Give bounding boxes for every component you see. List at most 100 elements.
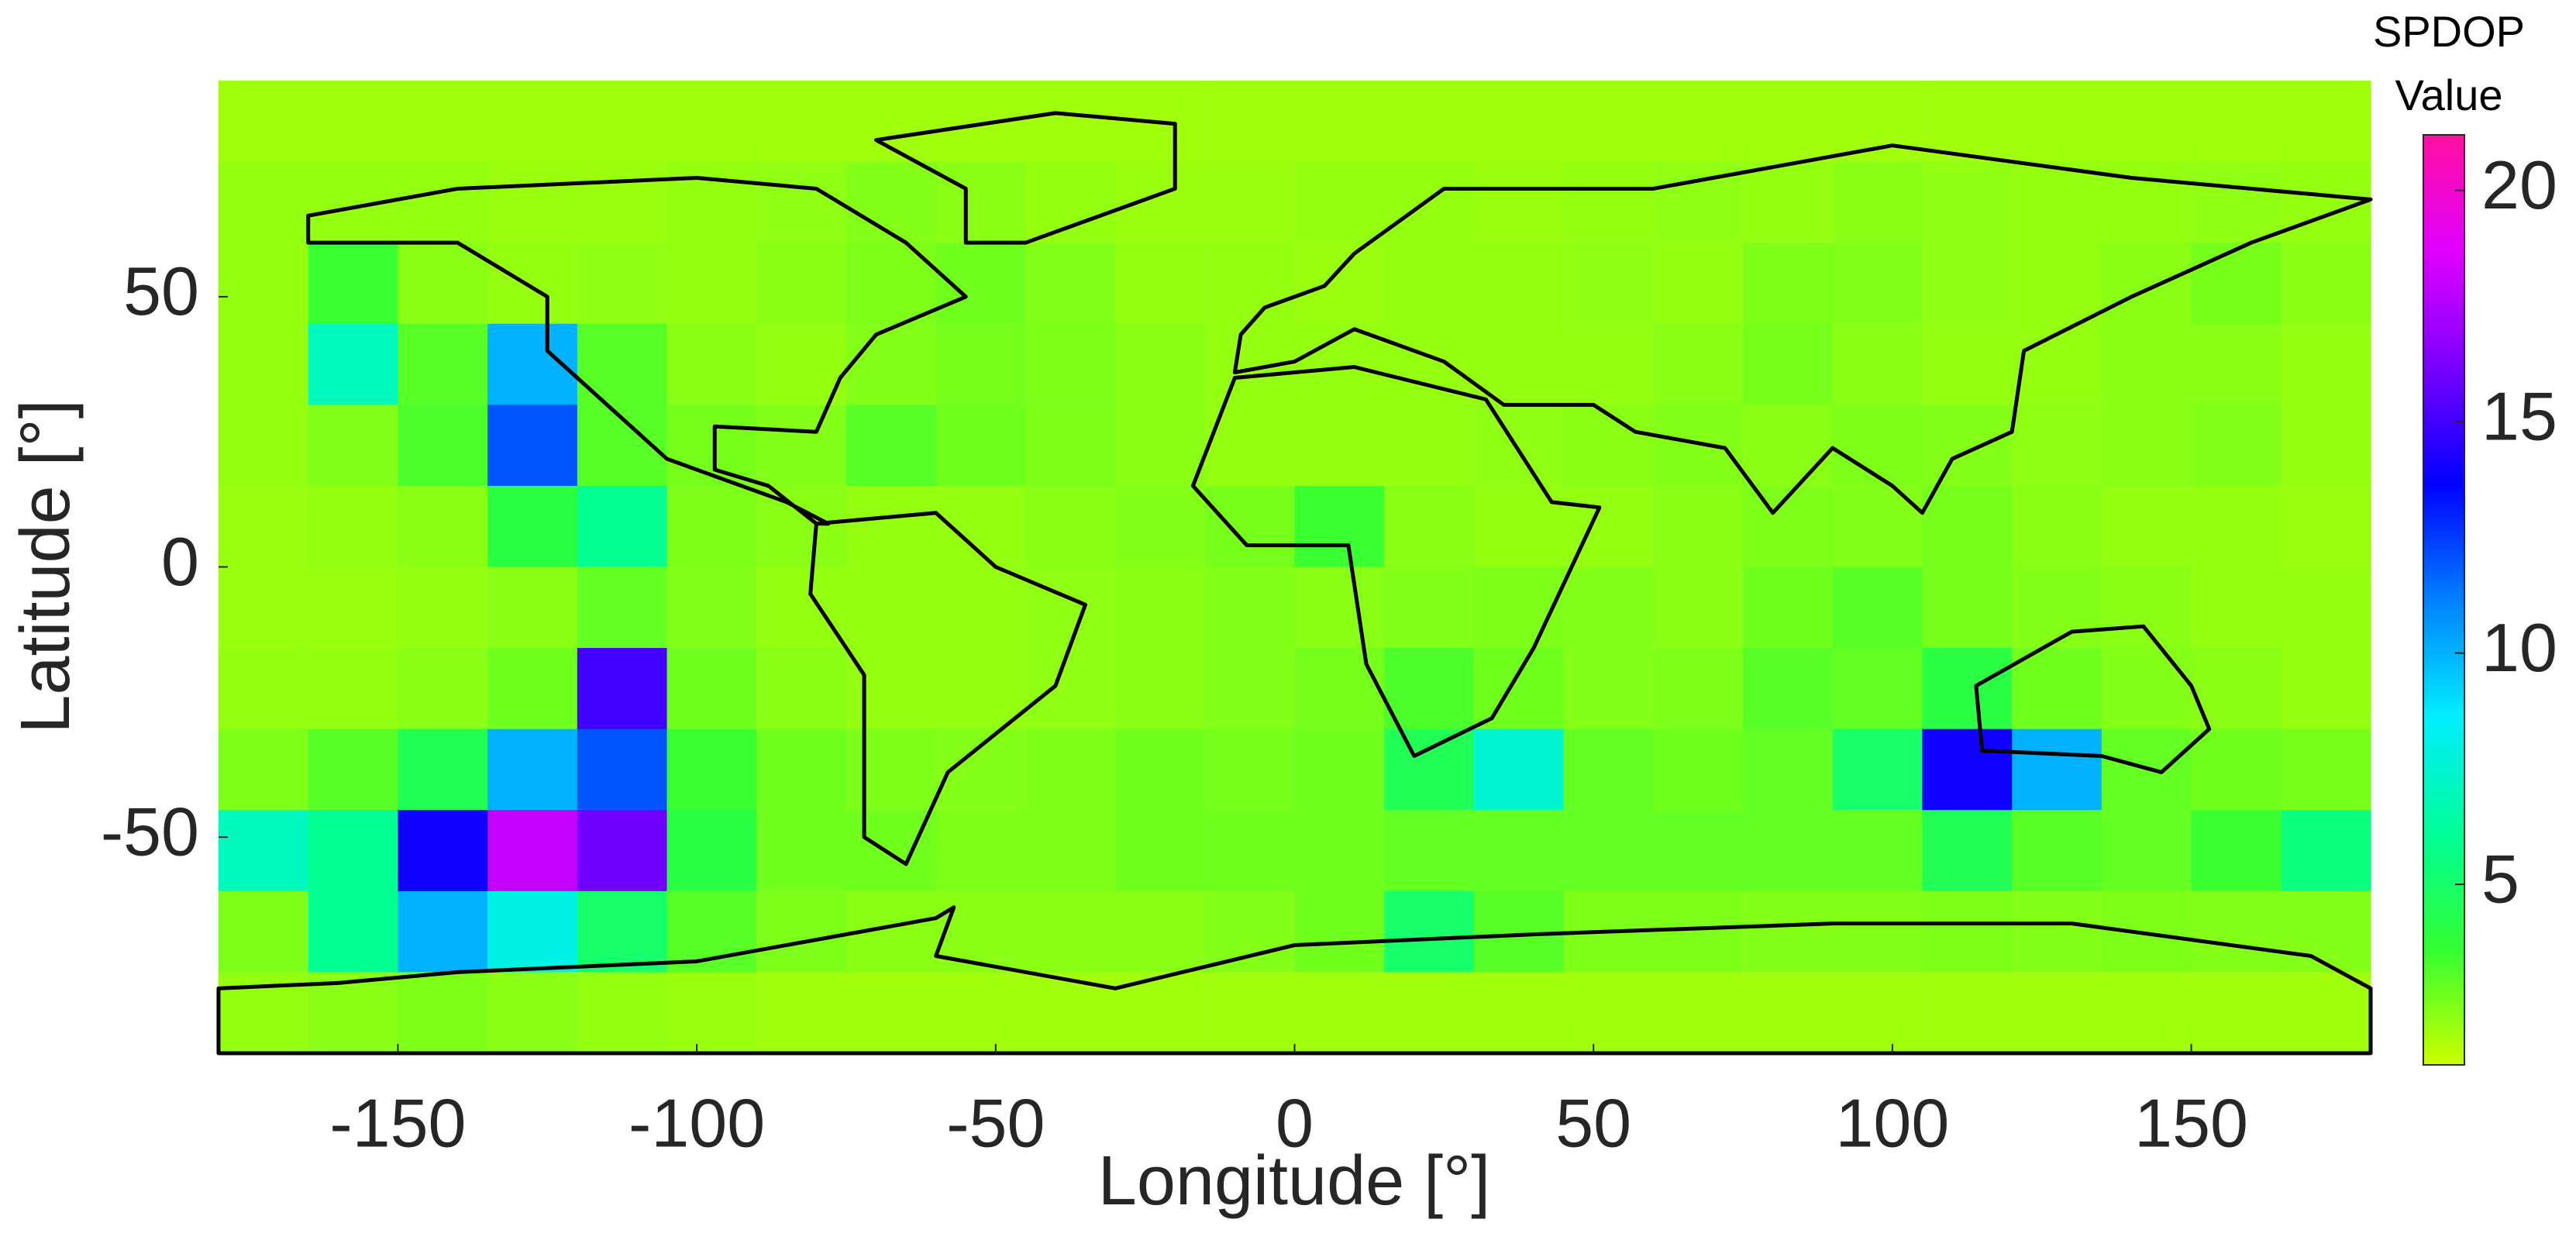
heatmap-cell — [1563, 810, 1654, 892]
heatmap-cell — [1832, 567, 1923, 649]
heatmap-cell — [666, 243, 757, 325]
heatmap-cell — [1025, 81, 1116, 163]
heatmap-cell — [1025, 728, 1116, 811]
heatmap-cell — [487, 567, 578, 649]
heatmap-cell — [2101, 810, 2192, 892]
heatmap-cell — [2191, 728, 2282, 811]
heatmap-cell — [577, 81, 668, 163]
heatmap-cell — [2101, 648, 2192, 730]
heatmap-cell — [1653, 323, 1744, 405]
heatmap-cell — [845, 243, 937, 325]
heatmap-cell — [1832, 161, 1923, 243]
heatmap-cell — [1743, 972, 1834, 1054]
heatmap-cell — [2101, 567, 2192, 649]
heatmap-cell — [1294, 405, 1385, 487]
heatmap-cells — [219, 81, 2371, 1054]
heatmap-cell — [398, 567, 488, 649]
heatmap-cell — [308, 485, 399, 568]
x-tick-label: -100 — [629, 1084, 765, 1161]
heatmap-cell — [1743, 405, 1834, 487]
heatmap-cell — [1922, 728, 2013, 811]
heatmap-cell — [1743, 890, 1834, 973]
heatmap-cell — [1743, 810, 1834, 892]
heatmap-cell — [1922, 648, 2013, 730]
heatmap-cell — [398, 405, 488, 487]
coastlines — [219, 113, 2371, 1053]
heatmap-cell — [1563, 405, 1654, 487]
heatmap-cell — [1743, 728, 1834, 811]
heatmap-cell — [1653, 405, 1744, 487]
heatmap-cell — [845, 323, 937, 405]
heatmap-cell — [1563, 567, 1654, 649]
heatmap-cell — [1743, 567, 1834, 649]
heatmap-cell — [2191, 405, 2282, 487]
heatmap-cell — [2012, 161, 2102, 243]
heatmap-cell — [398, 81, 488, 163]
heatmap-cell — [1025, 405, 1116, 487]
heatmap-cell — [577, 567, 668, 649]
x-tick-label: 150 — [2134, 1084, 2248, 1161]
heatmap-cell — [666, 648, 757, 730]
heatmap-cell — [845, 728, 937, 811]
coastline — [1235, 146, 2371, 513]
heatmap-cell — [2281, 323, 2371, 405]
heatmap-cell — [1294, 243, 1385, 325]
heatmap-cell — [308, 648, 399, 730]
heatmap-cell — [756, 243, 847, 325]
heatmap-cell — [1115, 567, 1206, 649]
heatmap-cell — [219, 567, 309, 649]
heatmap-cell — [308, 972, 399, 1054]
heatmap-cell — [219, 485, 309, 568]
heatmap-cell — [1384, 567, 1475, 649]
heatmap-cell — [1473, 810, 1565, 892]
heatmap-cell — [2012, 728, 2102, 811]
heatmap-cell — [398, 161, 488, 243]
colorbar-tick-label: 5 — [2481, 840, 2519, 917]
heatmap-cell — [308, 405, 399, 487]
heatmap-cell — [756, 405, 847, 487]
heatmap-cell — [1384, 810, 1475, 892]
heatmap-cell — [1204, 485, 1296, 568]
heatmap-cell — [2281, 81, 2371, 163]
heatmap-cell — [2191, 243, 2282, 325]
heatmap-cell — [935, 405, 1026, 487]
heatmap-cell — [1204, 810, 1296, 892]
heatmap-cell — [2191, 890, 2282, 973]
heatmap-cell — [2101, 81, 2192, 163]
heatmap-cell — [935, 810, 1026, 892]
heatmap-cell — [666, 972, 757, 1054]
heatmap-cell — [1294, 728, 1385, 811]
colorbar-title: SPDOP Value — [2372, 7, 2526, 119]
heatmap-cell — [487, 243, 578, 325]
heatmap-cell — [1832, 485, 1923, 568]
heatmap-cell — [1204, 161, 1296, 243]
heatmap-cell — [487, 728, 578, 811]
x-axis-label: Longitude [°] — [1098, 1142, 1490, 1220]
heatmap-cell — [1204, 728, 1296, 811]
heatmap-cell — [2191, 972, 2282, 1054]
heatmap-cell — [845, 405, 937, 487]
heatmap-cell — [845, 972, 937, 1054]
y-tick-label: 50 — [123, 253, 199, 329]
heatmap-cell — [1832, 728, 1923, 811]
coastline — [1193, 367, 1600, 756]
x-tick-label: 50 — [1555, 1084, 1631, 1161]
heatmap-cell — [1025, 567, 1116, 649]
heatmap-cell — [1115, 890, 1206, 973]
heatmap-cell — [308, 728, 399, 811]
heatmap-cell — [1922, 972, 2013, 1054]
heatmap-cell — [756, 323, 847, 405]
colorbar-tick-label: 15 — [2481, 377, 2557, 454]
heatmap-cell — [308, 243, 399, 325]
heatmap-cell — [1204, 243, 1296, 325]
heatmap-cell — [1384, 972, 1475, 1054]
heatmap-cell — [1384, 243, 1475, 325]
x-tick-label: 100 — [1835, 1084, 1949, 1161]
heatmap-cell — [2191, 648, 2282, 730]
heatmap-cell — [845, 648, 937, 730]
colorbar — [2423, 134, 2465, 1066]
y-axis-label: Latitude [°] — [7, 399, 84, 733]
heatmap-cell — [2012, 890, 2102, 973]
heatmap-cell — [1115, 323, 1206, 405]
